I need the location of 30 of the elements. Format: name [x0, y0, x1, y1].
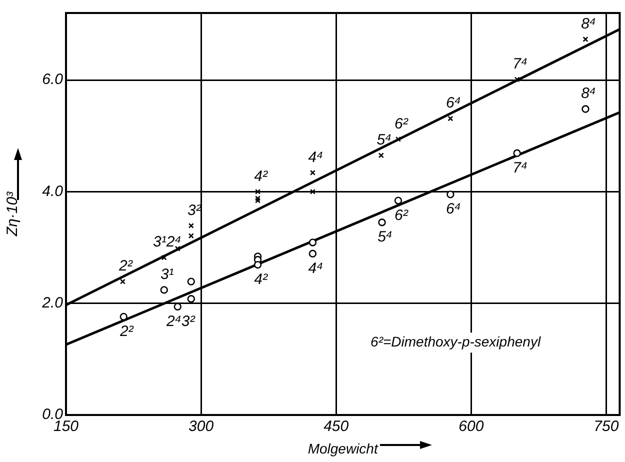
- annotation: 8⁴: [581, 15, 596, 32]
- annotation: 3²: [187, 202, 202, 219]
- annotation: 4⁴: [308, 148, 324, 166]
- annotation: 3¹2⁴: [153, 234, 182, 251]
- annotation: 4²: [254, 168, 268, 185]
- y-tick-label: 6.0: [42, 71, 64, 88]
- annotation: 2²: [118, 258, 134, 275]
- annotation: 4²: [254, 270, 268, 288]
- annotation: 5⁴: [378, 228, 392, 246]
- annotation: 7⁴: [512, 159, 528, 176]
- annotation: 6²=Dimethoxy-p-sexiphenyl: [370, 334, 542, 350]
- x-tick-label: 450: [324, 418, 350, 436]
- y-tick-label: 2.0: [41, 294, 64, 312]
- annotation: 6⁴: [446, 200, 461, 218]
- y-axis-title: Zη·10³: [4, 190, 22, 238]
- annotation: 7⁴: [512, 56, 528, 73]
- annotation: 5⁴: [376, 132, 392, 149]
- annotation: 6²: [394, 206, 409, 224]
- annotation: 6²: [394, 115, 409, 132]
- y-tick-label: 4.0: [42, 182, 64, 200]
- x-tick-label: 300: [188, 418, 214, 436]
- annotation: 4⁴: [308, 260, 324, 277]
- x-tick-label: 600: [458, 418, 484, 436]
- annotation: 3¹: [160, 266, 174, 284]
- annotation: 2⁴3²: [166, 312, 196, 330]
- x-tick-label: 750: [594, 418, 620, 436]
- annotation: 8⁴: [581, 85, 596, 102]
- x-axis-title: Molgewicht: [308, 440, 379, 456]
- annotation: 2²: [118, 322, 134, 340]
- annotation: 6⁴: [446, 94, 461, 112]
